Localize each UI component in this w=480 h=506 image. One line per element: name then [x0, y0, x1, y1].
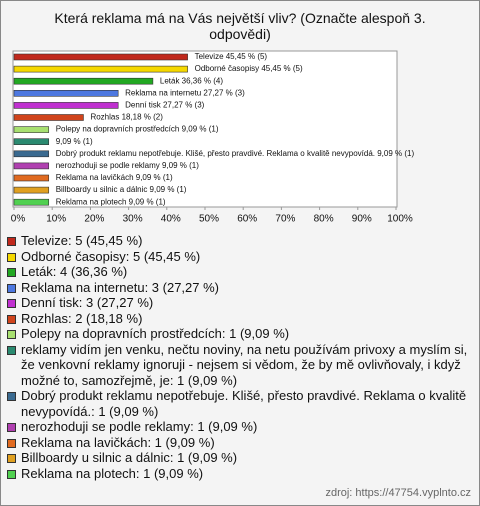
legend-label: Leták: 4 (36,36 %)	[21, 264, 128, 279]
x-tick-label: 100%	[387, 214, 413, 225]
bar	[13, 102, 119, 109]
chart: Která reklama má na Vás největší vliv? (…	[11, 10, 426, 225]
data-label: Reklama na internetu 27,27 % (3)	[125, 88, 245, 97]
legend-item: Odborné časopisy: 5 (45,45 %)	[7, 249, 473, 265]
legend-swatch	[7, 392, 16, 401]
x-tick-label: 50%	[199, 214, 219, 225]
data-label: Denní tisk 27,27 % (3)	[125, 101, 204, 110]
data-label: Odborné časopisy 45,45 % (5)	[195, 64, 303, 73]
legend-label: Billboardy u silnic a dálnic: 1 (9,09 %)	[21, 450, 238, 465]
legend-label: Odborné časopisy: 5 (45,45 %)	[21, 248, 201, 264]
legend-swatch	[7, 469, 16, 479]
bar	[13, 65, 188, 73]
legend-swatch	[7, 454, 16, 463]
data-label: Reklama na lavičkách 9,09 % (1)	[56, 173, 173, 182]
data-label: 9,09 % (1)	[56, 137, 93, 146]
data-label: Billboardy u silnic a dálnic 9,09 % (1)	[56, 185, 187, 194]
plot-area	[12, 50, 398, 208]
bar	[13, 162, 50, 170]
legend-item: Dobrý produkt reklamu nepotřebuje. Klišé…	[7, 388, 473, 419]
bar	[13, 174, 50, 182]
legend-item: Denní tisk: 3 (27,27 %)	[7, 295, 473, 311]
legend-label: nerozhoduji se podle reklamy: 1 (9,09 %)	[21, 419, 258, 434]
data-label: nerozhoduji se podle reklamy 9,09 % (1)	[56, 161, 200, 170]
bar	[13, 114, 84, 121]
legend-item: nerozhoduji se podle reklamy: 1 (9,09 %)	[7, 419, 473, 435]
bar	[13, 90, 119, 97]
legend-label: Reklama na lavičkách: 1 (9,09 %)	[21, 434, 215, 450]
bar	[13, 77, 154, 85]
data-label: Rozhlas 18,18 % (2)	[90, 113, 163, 122]
legend-label: Dobrý produkt reklamu nepotřebuje. Klišé…	[21, 388, 467, 419]
legend-item: Reklama na plotech: 1 (9,09 %)	[7, 466, 473, 482]
legend-item: Rozhlas: 2 (18,18 %)	[7, 311, 473, 327]
legend-swatch	[7, 237, 16, 246]
legend-label: Polepy na dopravních prostředcích: 1 (9,…	[21, 326, 290, 341]
legend-item: Polepy na dopravních prostředcích: 1 (9,…	[7, 326, 473, 342]
legend: Televize: 5 (45,45 %) Odborné časopisy: 5…	[7, 233, 473, 481]
data-label: Dobrý produkt reklamu nepotřebuje. Klišé…	[56, 149, 415, 158]
legend-label: Televize: 5 (45,45 %)	[21, 233, 143, 248]
legend-label: Reklama na internetu: 3 (27,27 %)	[21, 279, 219, 295]
legend-swatch	[7, 423, 16, 432]
legend-label: Reklama na plotech: 1 (9,09 %)	[21, 465, 204, 481]
x-tick-label: 20%	[84, 214, 104, 225]
legend-swatch	[7, 345, 16, 355]
x-tick-label: 80%	[314, 214, 334, 225]
source: zdroj: https://47754.vyplnto.cz	[325, 487, 471, 499]
legend-item: reklamy vidím jen venku, nečtu noviny, n…	[7, 342, 473, 389]
x-tick-label: 10%	[46, 214, 66, 225]
bar	[13, 138, 50, 145]
legend-label: reklamy vidím jen venku, nečtu noviny, n…	[21, 341, 468, 388]
bar	[13, 198, 50, 206]
legend-label: Rozhlas: 2 (18,18 %)	[21, 310, 143, 326]
legend-item: Billboardy u silnic a dálnic: 1 (9,09 %)	[7, 450, 473, 466]
legend-swatch	[7, 314, 16, 324]
x-tick-label: 0%	[11, 214, 26, 225]
legend-item: Reklama na lavičkách: 1 (9,09 %)	[7, 435, 473, 451]
data-label: Leták 36,36 % (4)	[160, 76, 223, 85]
legend-item: Reklama na internetu: 3 (27,27 %)	[7, 280, 473, 296]
x-tick-label: 40%	[161, 214, 181, 225]
bar	[13, 150, 50, 158]
data-label: Televize 45,45 % (5)	[195, 52, 268, 61]
legend-swatch	[7, 283, 16, 293]
chart-title: Která reklama má na Vás největší vliv? (…	[54, 10, 425, 42]
legend-swatch	[7, 438, 16, 448]
legend-swatch	[7, 268, 16, 277]
x-tick-label: 30%	[123, 214, 143, 225]
data-label: Reklama na plotech 9,09 % (1)	[56, 197, 166, 206]
x-tick-label: 90%	[352, 214, 372, 225]
x-tick-label: 70%	[275, 214, 295, 225]
data-label: Polepy na dopravních prostředcích 9,09 %…	[56, 125, 219, 134]
x-tick-label: 60%	[237, 214, 257, 225]
legend-item: Leták: 4 (36,36 %)	[7, 264, 473, 280]
bar	[13, 186, 50, 194]
legend-label: Denní tisk: 3 (27,27 %)	[21, 295, 154, 310]
bar	[13, 53, 188, 61]
bar	[13, 126, 50, 133]
legend-swatch	[7, 252, 16, 262]
legend-item: Televize: 5 (45,45 %)	[7, 233, 473, 249]
legend-swatch	[7, 330, 16, 339]
legend-swatch	[7, 299, 16, 308]
